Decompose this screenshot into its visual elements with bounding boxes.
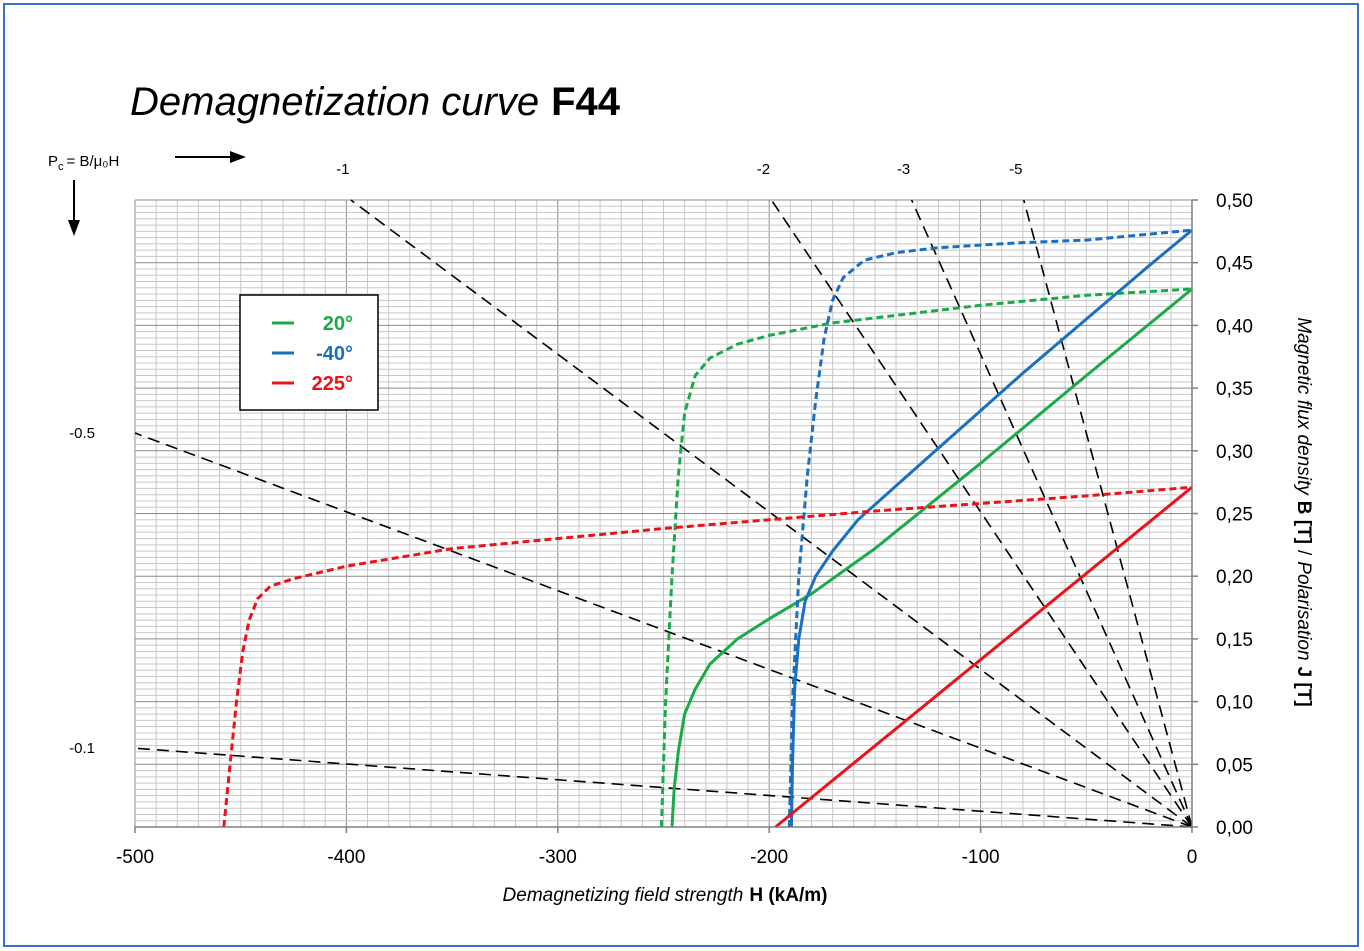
- y-tick-label: 0,20: [1216, 567, 1253, 588]
- y-tick-label: 0,00: [1216, 818, 1253, 839]
- load-line: [910, 199, 1193, 828]
- pc-label: Pc = B/μ₀H: [48, 153, 119, 173]
- load-lines: -0.1 -0.5 -1 -2 -3 -5: [69, 161, 1193, 828]
- curve-b: [670, 287, 1193, 828]
- y-tick-label: 0,05: [1216, 755, 1253, 776]
- x-tick-label: -400: [327, 847, 365, 868]
- load-line: [1023, 199, 1193, 828]
- curve-b: [789, 228, 1193, 828]
- tick-labels: -500 -400 -300 -200 -100 0 0,00 0,05 0,10 0,15 0,2…: [116, 191, 1253, 868]
- xlabel-bold: H (kA/m): [749, 885, 827, 906]
- curve-j: [787, 228, 1193, 828]
- load-line-label: -3: [897, 161, 910, 178]
- x-tick-label: -100: [962, 847, 1000, 868]
- title-italic: Demagnetization curve: [130, 80, 539, 124]
- load-line-label: -5: [1009, 161, 1022, 178]
- pc-label-rest: = B/μ₀H: [67, 153, 120, 170]
- legend: 20° -40° 225°: [239, 294, 379, 411]
- legend-label: 225°: [312, 373, 353, 395]
- x-tick-label: 0: [1187, 847, 1198, 868]
- xlabel-italic: Demagnetizing field strength: [503, 885, 744, 906]
- ylabel-part5: J [T]: [1293, 667, 1314, 707]
- y-tick-label: 0,35: [1216, 379, 1253, 400]
- ylabel-part2: B [T]: [1293, 501, 1314, 544]
- load-line: [770, 199, 1193, 828]
- pc-label-sub: c: [58, 161, 64, 173]
- load-line-label: -2: [757, 161, 770, 178]
- curve-b: [774, 486, 1193, 829]
- pc-down-arrow: [68, 180, 80, 236]
- load-line-label: -0.5: [69, 425, 95, 442]
- load-line: [134, 747, 1193, 828]
- load-line-label: -0.1: [69, 740, 95, 757]
- y-tick-label: 0,40: [1216, 316, 1253, 337]
- x-tick-label: -300: [539, 847, 577, 868]
- x-tick-label: -500: [116, 847, 154, 868]
- pc-label-main: P: [48, 153, 58, 170]
- curve-j: [222, 485, 1193, 828]
- ylabel-part1: Magnetic flux density: [1293, 317, 1314, 496]
- y-tick-label: 0,50: [1216, 191, 1253, 212]
- ylabel-part3: /: [1293, 550, 1314, 556]
- y-axis-label: Magnetic flux density B [T] / Polarisation J…: [1293, 317, 1314, 706]
- ylabel-part4: Polarisation: [1293, 561, 1314, 660]
- curves: [222, 228, 1193, 829]
- y-tick-label: 0,15: [1216, 630, 1253, 651]
- title-bold: F44: [551, 80, 621, 124]
- legend-label: -40°: [316, 343, 353, 365]
- pc-right-arrow: [175, 151, 246, 163]
- legend-box: [239, 294, 379, 411]
- x-axis-label: Demagnetizing field strength H (kA/m): [503, 885, 828, 906]
- y-tick-label: 0,30: [1216, 442, 1253, 463]
- y-tick-label: 0,10: [1216, 693, 1253, 714]
- load-line-label: -1: [336, 161, 349, 178]
- x-tick-label: -200: [750, 847, 788, 868]
- curve-j: [659, 287, 1193, 828]
- legend-label: 20°: [323, 313, 353, 335]
- load-line: [350, 199, 1193, 828]
- chart-frame: [3, 3, 1359, 947]
- legend-items: 20° -40° 225°: [272, 313, 353, 395]
- load-line: [134, 432, 1193, 828]
- y-tick-label: 0,45: [1216, 254, 1253, 275]
- chart-title: Demagnetization curve F44: [130, 80, 621, 124]
- y-tick-label: 0,25: [1216, 505, 1253, 526]
